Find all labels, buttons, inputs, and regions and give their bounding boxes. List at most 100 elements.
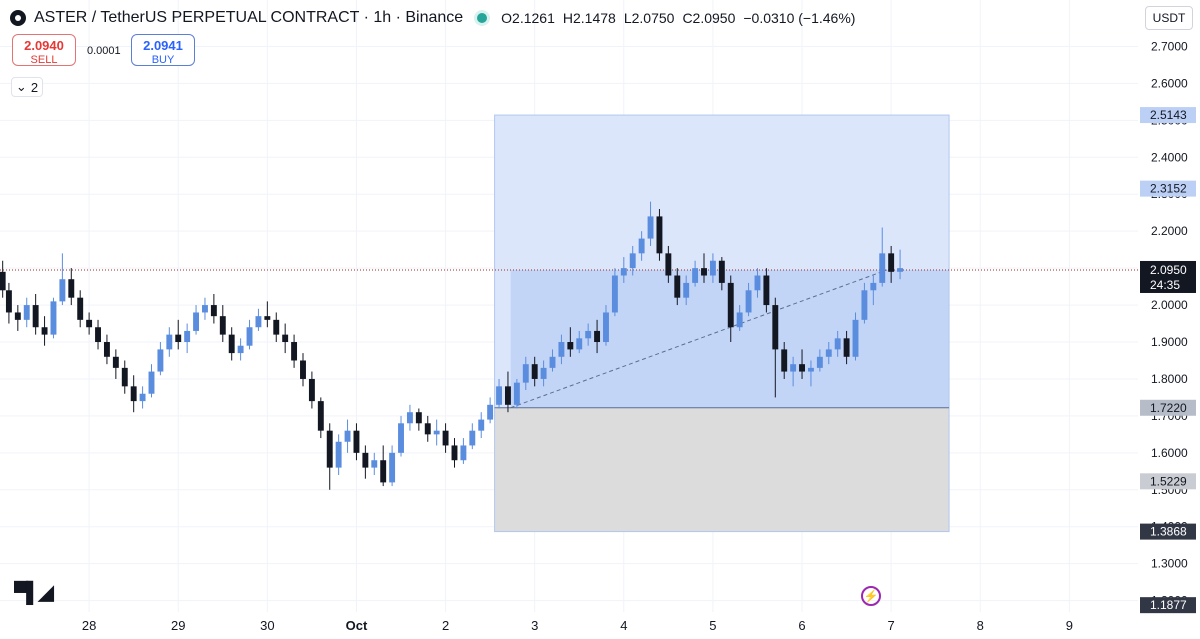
candle-body [5, 290, 12, 313]
price-label-bg [1140, 399, 1196, 416]
candle-body [380, 460, 387, 483]
current-price-value: 2.0950 [1150, 263, 1187, 277]
candle-body [576, 338, 583, 350]
candle-body [130, 386, 137, 402]
candle-body [487, 404, 494, 420]
candle-body [807, 367, 814, 372]
y-axis-tick-label: 2.0000 [1151, 298, 1188, 312]
y-axis-tick-label: 1.3000 [1151, 557, 1188, 571]
candle-body [585, 330, 592, 339]
x-axis-tick-label: 4 [620, 618, 627, 633]
candle-body [754, 275, 761, 291]
buy-price: 2.0941 [143, 38, 183, 53]
sell-button[interactable]: 2.0940 SELL [12, 34, 76, 66]
candle-body [371, 460, 378, 468]
candle-body [683, 282, 690, 298]
candle-body [897, 268, 904, 272]
candle-body [620, 268, 627, 276]
x-axis-tick-label: 29 [171, 618, 185, 633]
candle-body [121, 367, 128, 387]
candle-body [594, 330, 601, 343]
candle-body [558, 342, 565, 357]
candle-body [23, 305, 30, 320]
price-label: 1.1877 [1150, 598, 1187, 612]
y-axis-tick-label: 2.2000 [1151, 224, 1188, 238]
candle-body [692, 268, 699, 283]
y-axis-tick-label: 1.6000 [1151, 446, 1188, 460]
candle-body [567, 342, 574, 350]
candle-body [424, 423, 431, 435]
y-axis-tick-label: 1.9000 [1151, 335, 1188, 349]
candle-body [317, 401, 324, 431]
price-label: 1.7220 [1150, 401, 1187, 415]
candle-body [718, 260, 725, 283]
candle-body [210, 305, 217, 317]
y-axis-tick-label: 1.8000 [1151, 372, 1188, 386]
x-axis-tick-label: 9 [1066, 618, 1073, 633]
candle-body [834, 338, 841, 350]
buy-button[interactable]: 2.0941 BUY [131, 34, 195, 66]
position-outline [494, 114, 950, 533]
x-axis-tick-label: 3 [531, 618, 538, 633]
candle-body [353, 430, 360, 453]
candle-body [870, 282, 877, 291]
market-open-status-icon [477, 13, 488, 23]
candle-body [478, 419, 485, 431]
candle-body [32, 305, 39, 328]
candle-body [888, 253, 895, 272]
indicators-toggle-button[interactable]: ⌄ 2 [11, 77, 43, 97]
candle-body [513, 382, 520, 405]
ohlc-low: L2.0750 [623, 10, 675, 26]
candle-body [665, 253, 672, 276]
candle-body [638, 238, 645, 254]
candle-body [852, 319, 859, 357]
x-axis-tick-label: Oct [346, 618, 368, 633]
candle-body [95, 327, 101, 343]
candle-body [709, 260, 716, 276]
y-axis-tick-label: 2.7000 [1151, 39, 1188, 53]
ohlc-high: H2.1478 [562, 10, 616, 26]
x-axis-tick-label: 5 [709, 618, 716, 633]
candle-body [799, 364, 805, 372]
candle-body [362, 452, 369, 468]
ohlc-close: C2.0950 [682, 10, 736, 26]
candle-body [291, 342, 298, 361]
candle-body [77, 297, 84, 320]
x-axis-tick-label: 6 [798, 618, 805, 633]
candle-body [0, 271, 6, 291]
candle-body [14, 312, 21, 320]
candle-body [415, 412, 422, 424]
stop-zone [494, 407, 950, 532]
candle-body [505, 386, 511, 405]
candle-body [540, 367, 547, 379]
candle-body [861, 290, 868, 320]
position-path-line [510, 269, 887, 409]
candle-body [843, 338, 850, 357]
candle-body [406, 412, 413, 424]
candle-body [522, 364, 529, 383]
candle-body [237, 345, 244, 354]
price-label: 2.3152 [1150, 182, 1187, 196]
candle-body [656, 216, 663, 254]
candle-body [282, 334, 289, 343]
price-label-bg [1140, 180, 1196, 197]
candle-body [701, 268, 707, 276]
symbol-title[interactable]: ASTER / TetherUS PERPETUAL CONTRACT · 1h… [34, 9, 464, 26]
current-price-countdown: 24:35 [1150, 278, 1180, 292]
ohlc-open: O2.1261 [501, 10, 555, 26]
candle-body [202, 305, 208, 313]
candle-body [326, 430, 333, 468]
candle-body [531, 364, 538, 379]
sell-price: 2.0940 [24, 38, 64, 53]
lightning-icon[interactable]: ⚡ [861, 586, 881, 606]
x-axis-tick-label: 28 [82, 618, 96, 633]
x-axis-tick-label: 7 [888, 618, 895, 633]
currency-button[interactable]: USDT [1145, 6, 1193, 30]
x-axis-tick-label: 8 [977, 618, 984, 633]
candle-body [175, 334, 182, 343]
candle-body [308, 378, 315, 402]
candle-body [344, 430, 351, 442]
candle-body [442, 430, 449, 446]
candle-body [647, 216, 654, 239]
